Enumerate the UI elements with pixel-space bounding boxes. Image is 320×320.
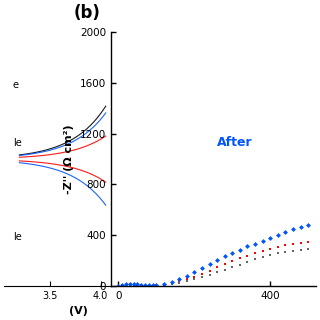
Y-axis label: -Z'' (Ω cm²): -Z'' (Ω cm²) xyxy=(64,124,74,194)
Text: le: le xyxy=(13,138,21,148)
Text: (b): (b) xyxy=(74,4,101,22)
Text: After: After xyxy=(217,136,253,149)
X-axis label: (V): (V) xyxy=(69,307,88,316)
Text: e: e xyxy=(13,80,19,90)
Text: le: le xyxy=(13,232,21,242)
